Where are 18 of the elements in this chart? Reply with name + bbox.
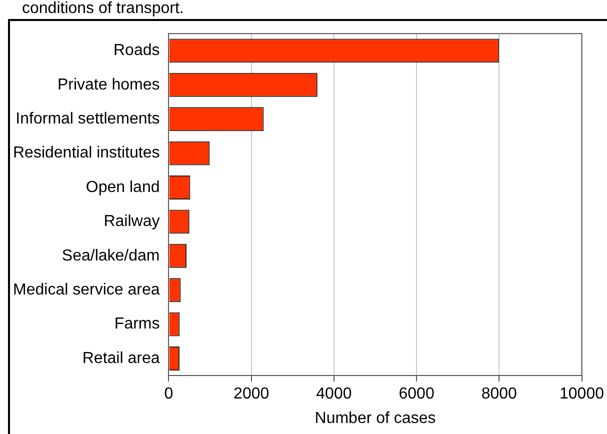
x-tick-label: 2000 [234, 386, 270, 403]
text: conditions of transport. [22, 0, 184, 18]
y-tick-label: Residential institutes [12, 144, 160, 162]
x-axis-title: Number of cases [314, 410, 436, 427]
y-tick-label: Medical service area [13, 282, 160, 299]
x-tick-label: 0 [164, 386, 174, 403]
x-tick-label: 4000 [316, 386, 352, 403]
x-tick-label: 6000 [398, 386, 434, 403]
y-tick-label: Private homes [57, 76, 160, 94]
y-tick-label: Retail area [82, 350, 160, 367]
y-tick-label: Railway [104, 213, 160, 230]
y-tick-label: Informal settlements [16, 110, 160, 128]
y-tick-label: Sea/lake/dam [62, 247, 160, 264]
y-tick-label: Roads [113, 42, 160, 60]
x-tick-label: 10000 [560, 386, 604, 403]
x-tick-label: 8000 [481, 386, 518, 403]
y-tick-label: Open land [86, 178, 160, 196]
y-tick-label: Farms [114, 316, 160, 333]
